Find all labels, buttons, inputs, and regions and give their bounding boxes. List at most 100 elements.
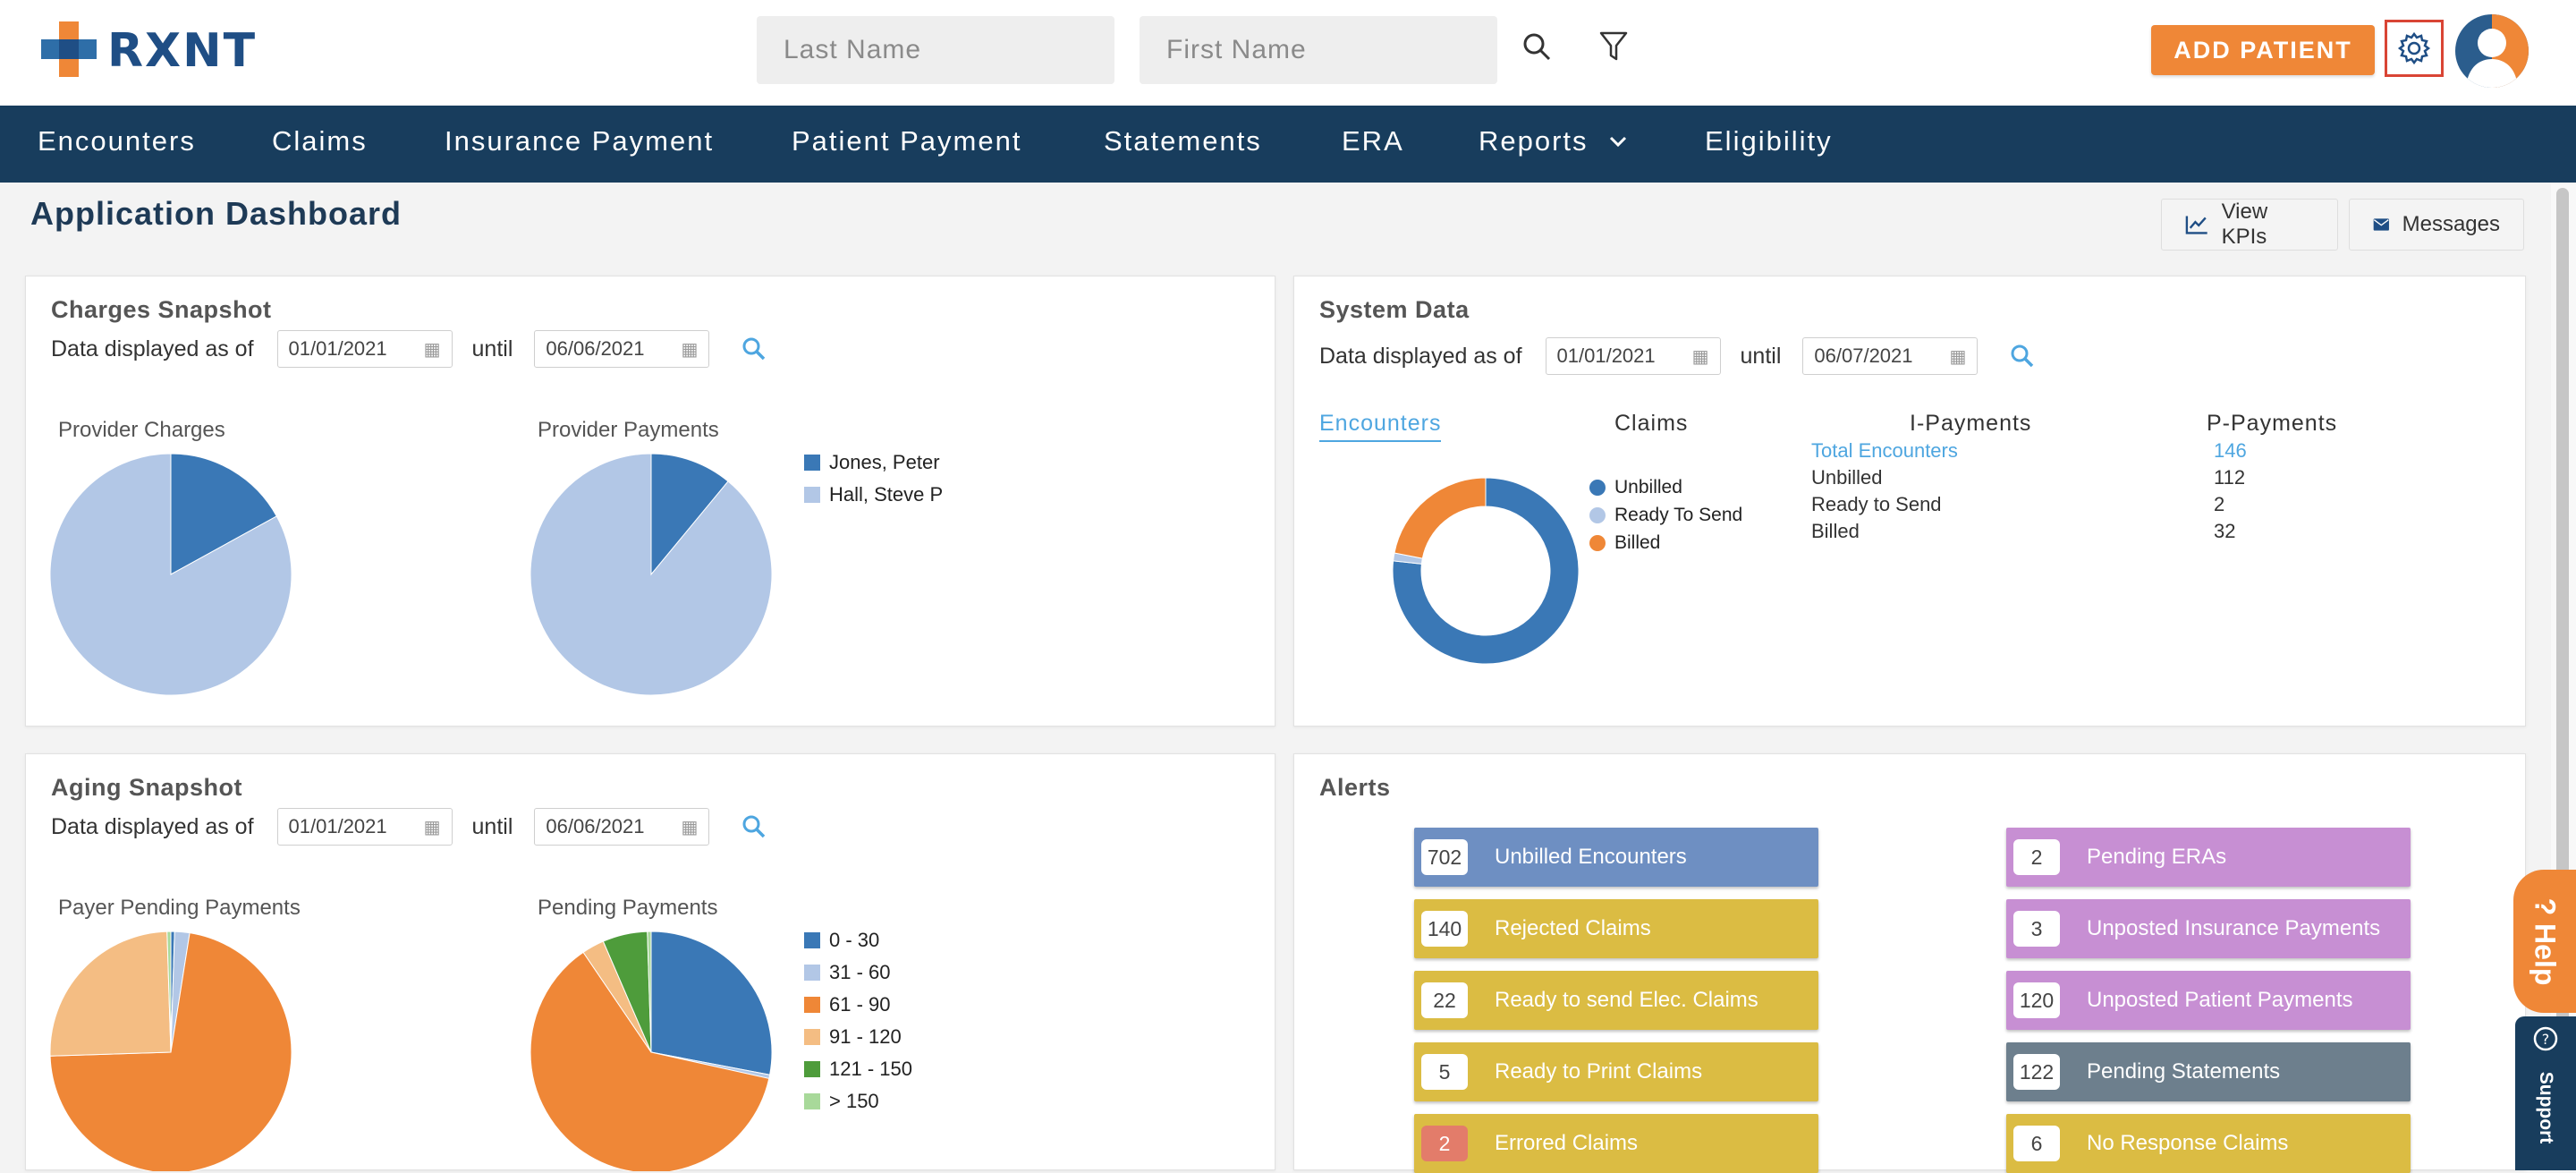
nav-reports[interactable]: Reports — [1479, 125, 1628, 157]
legend-swatch — [804, 932, 820, 948]
legend-label: Jones, Peter — [829, 451, 940, 473]
alert-pending-statements[interactable]: 122 Pending Statements — [2006, 1042, 2411, 1101]
alert-label: No Response Claims — [2087, 1131, 2289, 1155]
pie-slice-150[interactable] — [166, 931, 172, 1053]
search-icon[interactable] — [2010, 344, 2035, 369]
view-kpis-label: View KPIs — [2221, 200, 2268, 249]
nav-encounters[interactable]: Encounters — [38, 125, 196, 157]
calendar-icon: ▦ — [1949, 346, 1967, 367]
alert-pending-eras[interactable]: 2 Pending ERAs — [2006, 828, 2411, 887]
messages-button[interactable]: Messages — [2349, 199, 2524, 251]
charges-to-date[interactable]: 06/06/2021 ▦ — [534, 330, 710, 368]
aging-snapshot-panel: Aging Snapshot Data displayed as of 01/0… — [25, 753, 1275, 1171]
system-data-panel: System Data Data displayed as of 01/01/2… — [1293, 276, 2526, 727]
aging-to-value: 06/06/2021 — [546, 815, 645, 837]
data-displayed-label: Data displayed as of — [51, 336, 254, 361]
nav-insurance-payment[interactable]: Insurance Payment — [445, 125, 715, 157]
legend-label: Hall, Steve P — [829, 483, 944, 506]
alert-unposted-insurance-payments[interactable]: 3 Unposted Insurance Payments — [2006, 899, 2411, 958]
user-avatar[interactable] — [2455, 14, 2529, 88]
legend-swatch — [804, 1029, 820, 1045]
alert-errored-claims[interactable]: 2 Errored Claims — [1414, 1114, 1818, 1173]
alert-unbilled-encounters[interactable]: 702 Unbilled Encounters — [1414, 828, 1818, 887]
charges-legend: Jones, Peter Hall, Steve P — [804, 446, 943, 511]
legend-label: 121 - 150 — [829, 1058, 912, 1080]
alert-label: Pending Statements — [2087, 1059, 2281, 1084]
system-date-row: Data displayed as of 01/01/2021 ▦ until … — [1319, 337, 2035, 375]
legend-swatch — [804, 487, 820, 503]
system-from-date[interactable]: 01/01/2021 ▦ — [1545, 337, 1721, 375]
alert-unposted-patient-payments[interactable]: 120 Unposted Patient Payments — [2006, 971, 2411, 1030]
charges-from-date[interactable]: 01/01/2021 ▦ — [276, 330, 453, 368]
provider-charges-pie — [49, 453, 292, 696]
help-button[interactable]: ? Help — [2513, 870, 2576, 1013]
alert-rejected-claims[interactable]: 140 Rejected Claims — [1414, 899, 1818, 958]
nav-patient-payment[interactable]: Patient Payment — [792, 125, 1022, 157]
alert-count: 5 — [1421, 1054, 1468, 1090]
main-nav: Encounters Claims Insurance Payment Pati… — [0, 106, 2576, 183]
alert-label: Errored Claims — [1495, 1131, 1639, 1155]
tab-i-payments[interactable]: I-Payments — [1910, 411, 2032, 436]
stat-value-total-encounters[interactable]: 146 — [2214, 439, 2247, 462]
payer-pending-label: Payer Pending Payments — [58, 896, 301, 920]
alert-count: 2 — [2013, 839, 2060, 875]
donut-legend: Unbilled Ready To Send Billed — [1589, 473, 1742, 557]
alert-count: 702 — [1421, 839, 1468, 875]
add-patient-button[interactable]: ADD PATIENT — [2151, 25, 2375, 75]
pie-slice-hall-steve-p[interactable] — [49, 453, 292, 696]
settings-gear-icon[interactable] — [2385, 20, 2444, 77]
search-icon[interactable] — [741, 814, 767, 839]
nav-claims[interactable]: Claims — [272, 125, 368, 157]
support-label: Support — [2536, 1071, 2556, 1144]
rxnt-logo[interactable]: RXNT — [41, 20, 257, 82]
aging-from-date[interactable]: 01/01/2021 ▦ — [276, 808, 453, 846]
alert-count: 2 — [1421, 1126, 1468, 1161]
first-name-input[interactable]: First Name — [1140, 16, 1497, 84]
alerts-title: Alerts — [1319, 774, 1391, 801]
tab-encounters[interactable]: Encounters — [1319, 411, 1442, 442]
alert-label: Rejected Claims — [1495, 916, 1651, 940]
alert-ready-to-print-claims[interactable]: 5 Ready to Print Claims — [1414, 1042, 1818, 1101]
until-label: until — [471, 813, 513, 839]
nav-era[interactable]: ERA — [1342, 125, 1404, 157]
legend-item: Hall, Steve P — [804, 479, 943, 511]
view-kpis-button[interactable]: View KPIs — [2161, 199, 2338, 251]
calendar-icon: ▦ — [1691, 346, 1709, 367]
stat-label-billed: Billed — [1811, 520, 1860, 542]
nav-statements[interactable]: Statements — [1104, 125, 1262, 157]
legend-label: Billed — [1614, 531, 1661, 553]
legend-swatch — [1589, 506, 1606, 523]
alert-label: Ready to Print Claims — [1495, 1059, 1703, 1084]
legend-item: 0 - 30 — [804, 924, 912, 956]
messages-label: Messages — [2402, 212, 2500, 236]
tab-p-payments[interactable]: P-Payments — [2207, 411, 2338, 436]
legend-item: Unbilled — [1589, 473, 1742, 501]
legend-swatch — [804, 1093, 820, 1109]
alert-no-response-claims[interactable]: 6 No Response Claims — [2006, 1114, 2411, 1173]
chevron-down-icon — [1609, 136, 1626, 148]
support-button[interactable]: ? Support — [2515, 1016, 2576, 1170]
aging-date-row: Data displayed as of 01/01/2021 ▦ until … — [51, 808, 767, 846]
encounter-stats-values: 146 112 2 32 — [2214, 438, 2247, 545]
search-icon[interactable] — [1517, 27, 1556, 66]
search-icon[interactable] — [741, 336, 767, 361]
top-bar: RXNT Last Name First Name ADD PATIENT — [0, 0, 2576, 106]
alert-count: 120 — [2013, 982, 2060, 1018]
last-name-input[interactable]: Last Name — [757, 16, 1114, 84]
pie-slice-unbilled[interactable] — [1392, 477, 1580, 665]
filter-icon[interactable] — [1594, 27, 1633, 66]
pie-slice-91-120[interactable] — [49, 931, 172, 1057]
alert-ready-to-send-elec-claims[interactable]: 22 Ready to send Elec. Claims — [1414, 971, 1818, 1030]
pie-slice-jones-peter[interactable] — [170, 453, 277, 575]
nav-eligibility[interactable]: Eligibility — [1705, 125, 1833, 157]
alerts-panel: Alerts 702 Unbilled Encounters 140 Rejecte… — [1293, 753, 2526, 1173]
page-title: Application Dashboard — [30, 195, 402, 232]
system-to-date[interactable]: 06/07/2021 ▦ — [1802, 337, 1979, 375]
pie-slice-billed[interactable] — [1394, 477, 1487, 559]
tab-claims[interactable]: Claims — [1614, 411, 1689, 436]
alert-count: 140 — [1421, 911, 1468, 947]
stat-label-total-encounters[interactable]: Total Encounters — [1811, 439, 1958, 462]
pending-payments-label: Pending Payments — [538, 896, 718, 920]
aging-to-date[interactable]: 06/06/2021 ▦ — [534, 808, 710, 846]
charges-from-value: 01/01/2021 — [288, 337, 387, 360]
